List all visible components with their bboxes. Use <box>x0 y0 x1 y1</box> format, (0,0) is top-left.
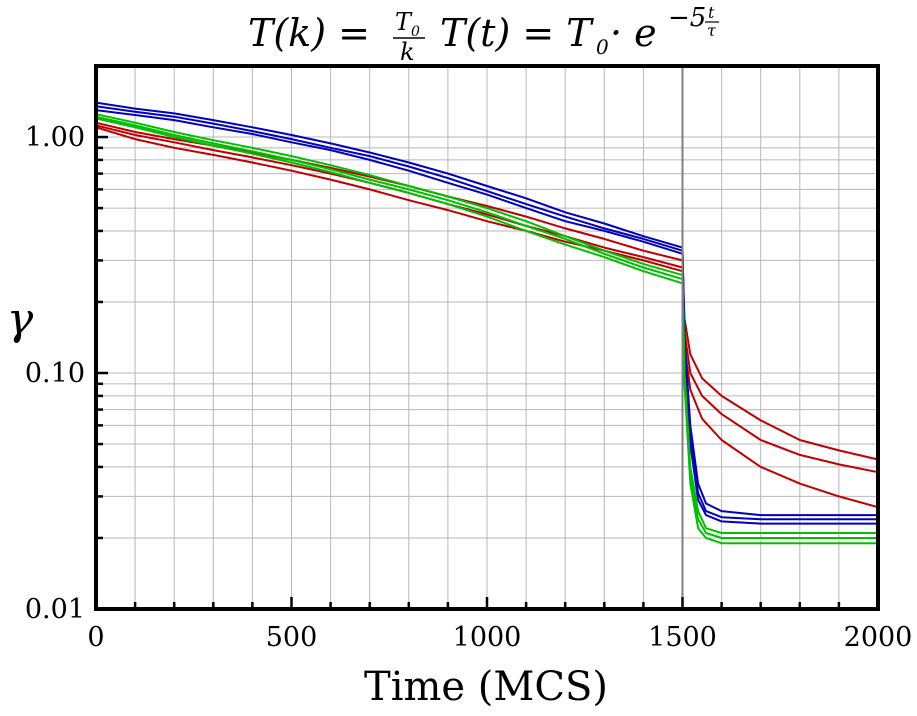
x-tick-label: 1000 <box>453 622 522 653</box>
x-tick-label: 2000 <box>844 622 913 653</box>
title-left-num-sub: 0 <box>411 24 420 40</box>
series-line-7 <box>95 113 878 534</box>
series-line-6 <box>95 109 878 525</box>
chart-title: T(k) = T 0 k T(t) = T 0 · e −5 t τ <box>248 3 719 66</box>
y-tick-label: 0.10 <box>25 358 85 389</box>
series-group <box>95 101 879 545</box>
y-axis-label: γ <box>7 294 34 345</box>
title-right-sub: 0 <box>596 35 609 59</box>
plot-frame <box>94 64 880 611</box>
title-left-den: k <box>400 38 415 66</box>
x-tick-labels: 0 500 1000 1500 2000 <box>87 622 912 653</box>
y-tick-labels: 0.01 0.10 1.00 <box>25 122 85 625</box>
x-tick-label: 500 <box>266 622 318 653</box>
y-tick-label: 1.00 <box>25 122 85 153</box>
title-right-exp: −5 <box>668 3 706 33</box>
title-right-exp-num: t <box>708 3 715 22</box>
grid <box>95 65 879 610</box>
x-tick-label: 1500 <box>648 622 717 653</box>
x-tick-label: 0 <box>87 622 104 653</box>
title-left-num: T <box>395 8 413 36</box>
series-line-3 <box>95 126 879 509</box>
title-left: T(k) = <box>248 11 370 55</box>
title-right-mid: · e <box>610 11 657 55</box>
y-tick-label: 0.01 <box>25 594 85 625</box>
series-line-5 <box>95 105 878 521</box>
series-line-2 <box>95 124 879 474</box>
series-line-9 <box>95 117 878 545</box>
series-line-8 <box>95 115 878 539</box>
title-right: T(t) = T <box>440 11 594 55</box>
series-line-4 <box>95 101 878 517</box>
x-axis-label: Time (MCS) <box>364 664 608 710</box>
title-right-exp-den: τ <box>707 21 717 40</box>
